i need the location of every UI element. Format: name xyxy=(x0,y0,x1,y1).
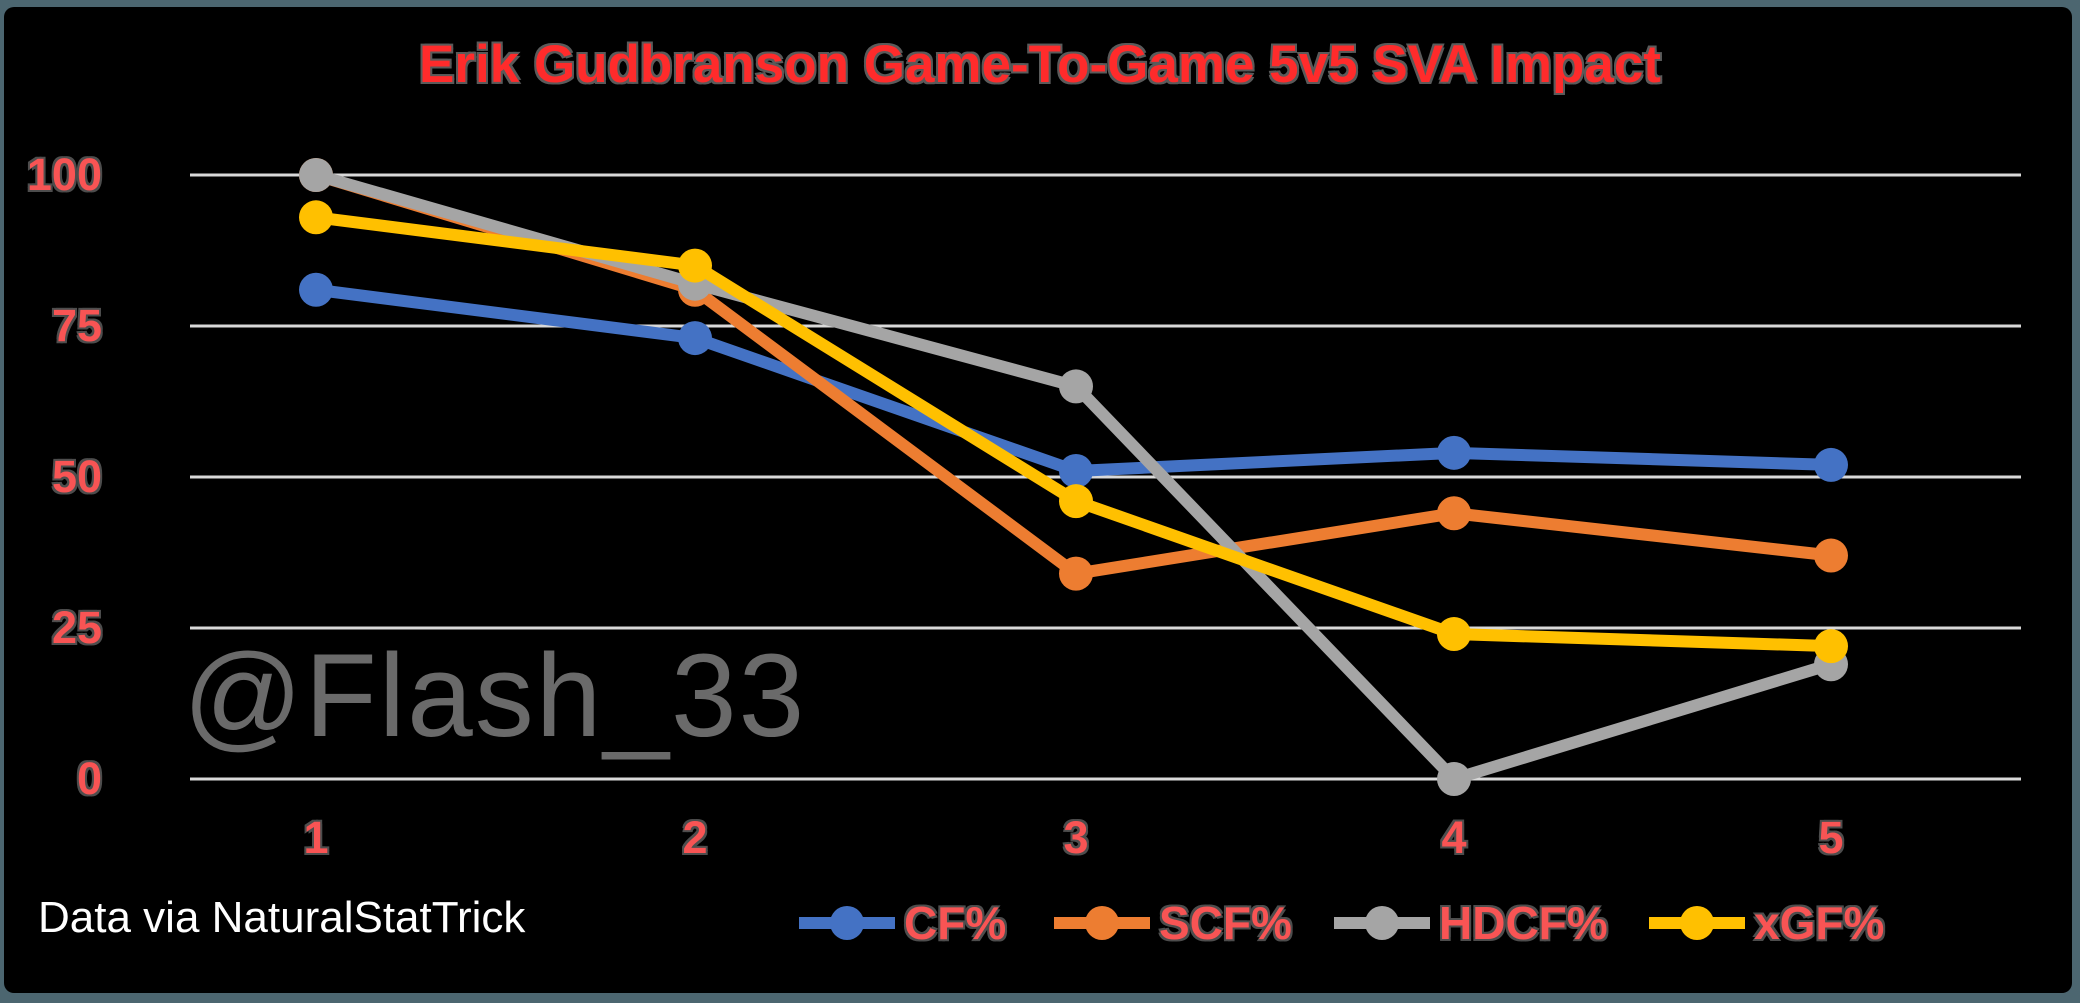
y-axis-tick-label-25: 25 xyxy=(51,602,102,653)
watermark: @Flash_33 xyxy=(183,630,807,762)
data-point-cf-game-1 xyxy=(299,272,333,307)
chart-title: Erik Gudbranson Game-To-Game 5v5 SVA Imp… xyxy=(419,35,1661,94)
x-axis-tick-label-2: 2 xyxy=(682,812,708,863)
x-axis-tick-label-5: 5 xyxy=(1818,812,1844,863)
data-point-hdcf-game-1 xyxy=(299,158,333,192)
data-point-cf-game-2 xyxy=(678,321,712,356)
x-axis-tick-label-3: 3 xyxy=(1063,812,1089,863)
chart-root: Erik Gudbranson Game-To-Game 5v5 SVA Imp… xyxy=(4,7,2072,993)
data-point-xgf-game-4 xyxy=(1437,617,1471,652)
data-point-xgf-game-2 xyxy=(678,248,712,283)
data-point-scf-game-4 xyxy=(1437,496,1471,531)
data-point-xgf-game-1 xyxy=(299,200,333,235)
x-axis-tick-label-1: 1 xyxy=(303,812,329,863)
y-axis-tick-label-100: 100 xyxy=(26,149,102,200)
y-axis-tick-label-0: 0 xyxy=(76,753,102,804)
chart-frame: Erik Gudbranson Game-To-Game 5v5 SVA Imp… xyxy=(4,7,2072,993)
data-point-hdcf-game-4 xyxy=(1437,762,1471,796)
plot-area xyxy=(190,158,2021,796)
data-point-hdcf-game-3 xyxy=(1059,369,1093,404)
y-axis-tick-label-50: 50 xyxy=(51,451,102,502)
data-point-cf-game-3 xyxy=(1059,453,1093,488)
data-point-xgf-game-3 xyxy=(1059,484,1093,519)
footer-credit: Data via NaturalStatTrick xyxy=(38,893,526,942)
x-axis-tick-label-4: 4 xyxy=(1441,812,1467,863)
data-point-xgf-game-5 xyxy=(1814,629,1848,664)
y-axis-tick-label-75: 75 xyxy=(51,300,102,351)
data-point-scf-game-5 xyxy=(1814,538,1848,573)
data-point-cf-game-4 xyxy=(1437,435,1471,470)
data-point-scf-game-3 xyxy=(1059,556,1093,591)
data-point-cf-game-5 xyxy=(1814,447,1848,482)
